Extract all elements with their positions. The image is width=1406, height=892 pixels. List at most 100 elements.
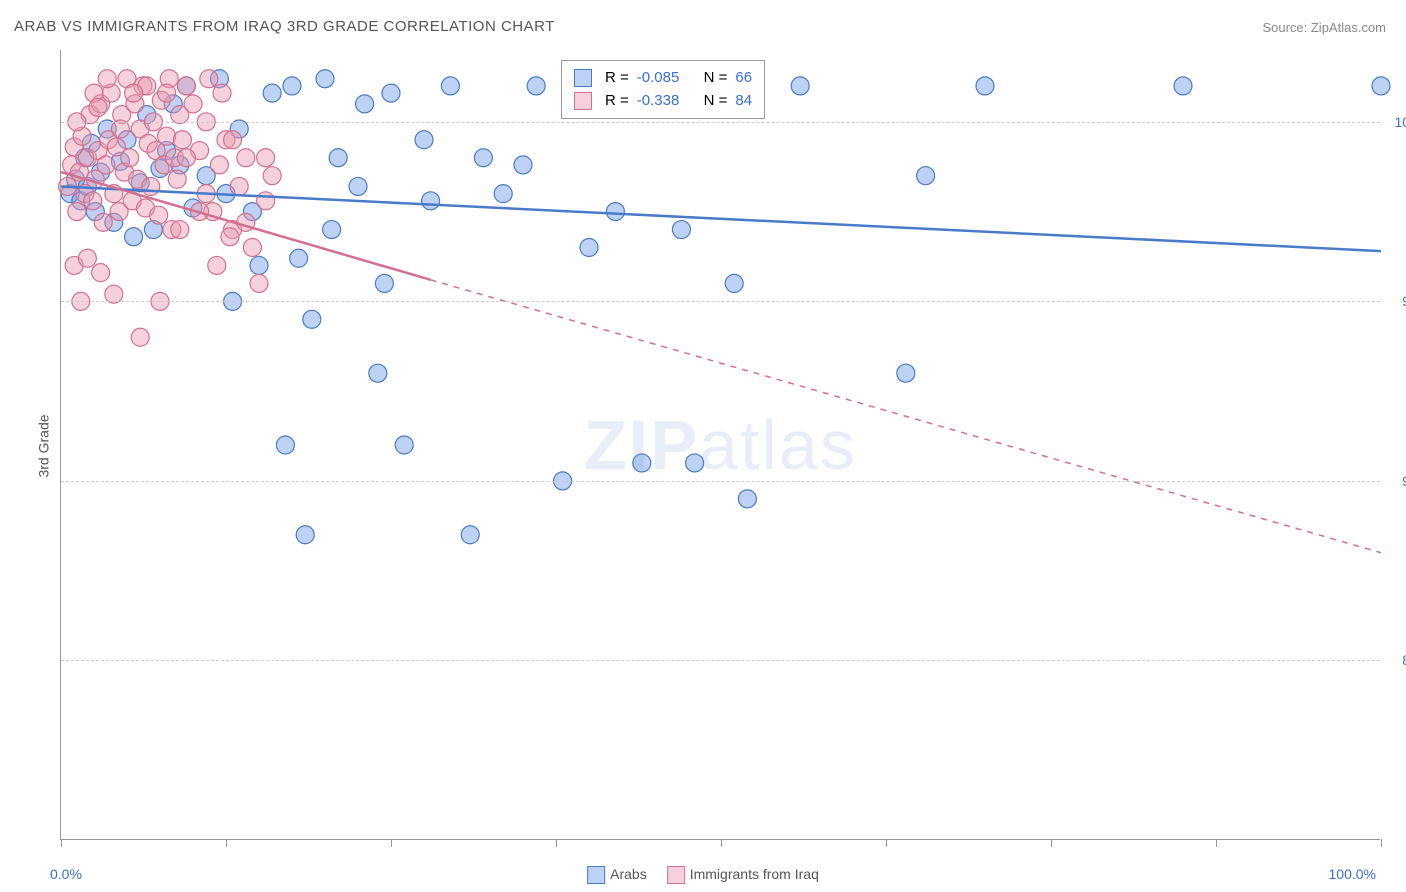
data-point bbox=[369, 364, 387, 382]
data-point bbox=[257, 149, 275, 167]
ytick-label: 95.0% bbox=[1387, 293, 1406, 309]
data-point bbox=[97, 156, 115, 174]
chart-title: ARAB VS IMMIGRANTS FROM IRAQ 3RD GRADE C… bbox=[14, 18, 555, 35]
r-label: R = bbox=[605, 67, 629, 90]
data-point bbox=[276, 436, 294, 454]
plot-area: ZIPatlas R = -0.085 N = 66R = -0.338 N =… bbox=[60, 50, 1380, 840]
data-point bbox=[210, 156, 228, 174]
ytick-label: 90.0% bbox=[1387, 473, 1406, 489]
data-point bbox=[349, 177, 367, 195]
grid-line bbox=[61, 660, 1380, 661]
data-point bbox=[375, 274, 393, 292]
legend: Arabs Immigrants from Iraq bbox=[587, 866, 819, 884]
data-point bbox=[142, 177, 160, 195]
data-point bbox=[221, 228, 239, 246]
xtick bbox=[1381, 839, 1382, 847]
data-point bbox=[296, 526, 314, 544]
trend-line-extrapolated bbox=[431, 280, 1381, 553]
data-point bbox=[171, 221, 189, 239]
swatch-icon bbox=[574, 92, 592, 110]
data-point bbox=[580, 239, 598, 257]
source-label: Source: ZipAtlas.com bbox=[1262, 20, 1386, 35]
legend-item: Immigrants from Iraq bbox=[667, 866, 819, 884]
data-point bbox=[1174, 77, 1192, 95]
data-point bbox=[263, 84, 281, 102]
data-point bbox=[474, 149, 492, 167]
data-point bbox=[121, 149, 139, 167]
data-point bbox=[125, 228, 143, 246]
data-point bbox=[738, 490, 756, 508]
legend-label: Arabs bbox=[610, 866, 647, 882]
data-point bbox=[356, 95, 374, 113]
data-point bbox=[168, 170, 186, 188]
swatch-icon bbox=[667, 866, 685, 884]
data-point bbox=[89, 98, 107, 116]
data-point bbox=[725, 274, 743, 292]
n-value: 84 bbox=[735, 90, 752, 113]
data-point bbox=[283, 77, 301, 95]
xtick bbox=[226, 839, 227, 847]
data-point bbox=[494, 185, 512, 203]
data-point bbox=[68, 203, 86, 221]
data-point bbox=[672, 221, 690, 239]
x-max-label: 100.0% bbox=[1329, 866, 1376, 882]
n-label: N = bbox=[704, 67, 728, 90]
data-point bbox=[329, 149, 347, 167]
data-point bbox=[606, 203, 624, 221]
data-point bbox=[84, 192, 102, 210]
data-point bbox=[514, 156, 532, 174]
x-min-label: 0.0% bbox=[50, 866, 82, 882]
data-point bbox=[224, 131, 242, 149]
legend-item: Arabs bbox=[587, 866, 647, 884]
data-point bbox=[422, 192, 440, 210]
data-point bbox=[290, 249, 308, 267]
swatch-icon bbox=[574, 69, 592, 87]
data-point bbox=[395, 436, 413, 454]
data-point bbox=[125, 84, 143, 102]
data-point bbox=[177, 149, 195, 167]
data-point bbox=[184, 95, 202, 113]
data-point bbox=[527, 77, 545, 95]
data-point bbox=[98, 70, 116, 88]
plot-svg bbox=[61, 50, 1380, 839]
data-point bbox=[250, 274, 268, 292]
data-point bbox=[200, 70, 218, 88]
data-point bbox=[78, 249, 96, 267]
data-point bbox=[158, 84, 176, 102]
data-point bbox=[1372, 77, 1390, 95]
n-label: N = bbox=[704, 90, 728, 113]
data-point bbox=[382, 84, 400, 102]
data-point bbox=[917, 167, 935, 185]
data-point bbox=[173, 131, 191, 149]
n-value: 66 bbox=[735, 67, 752, 90]
data-point bbox=[316, 70, 334, 88]
xtick bbox=[721, 839, 722, 847]
grid-line bbox=[61, 301, 1380, 302]
r-value: -0.085 bbox=[637, 67, 680, 90]
legend-label: Immigrants from Iraq bbox=[690, 866, 819, 882]
xtick bbox=[1216, 839, 1217, 847]
data-point bbox=[150, 206, 168, 224]
data-point bbox=[303, 310, 321, 328]
stats-row: R = -0.338 N = 84 bbox=[574, 90, 752, 113]
xtick bbox=[391, 839, 392, 847]
stats-row: R = -0.085 N = 66 bbox=[574, 67, 752, 90]
data-point bbox=[263, 167, 281, 185]
y-axis-label: 3rd Grade bbox=[36, 414, 52, 477]
ytick-label: 100.0% bbox=[1387, 114, 1406, 130]
data-point bbox=[976, 77, 994, 95]
grid-line bbox=[61, 481, 1380, 482]
xtick bbox=[61, 839, 62, 847]
data-point bbox=[92, 264, 110, 282]
data-point bbox=[131, 328, 149, 346]
data-point bbox=[686, 454, 704, 472]
chart-container: ARAB VS IMMIGRANTS FROM IRAQ 3RD GRADE C… bbox=[0, 0, 1406, 892]
data-point bbox=[213, 84, 231, 102]
grid-line bbox=[61, 122, 1380, 123]
r-value: -0.338 bbox=[637, 90, 680, 113]
data-point bbox=[323, 221, 341, 239]
stats-box: R = -0.085 N = 66R = -0.338 N = 84 bbox=[561, 60, 765, 119]
xtick bbox=[556, 839, 557, 847]
data-point bbox=[461, 526, 479, 544]
data-point bbox=[441, 77, 459, 95]
